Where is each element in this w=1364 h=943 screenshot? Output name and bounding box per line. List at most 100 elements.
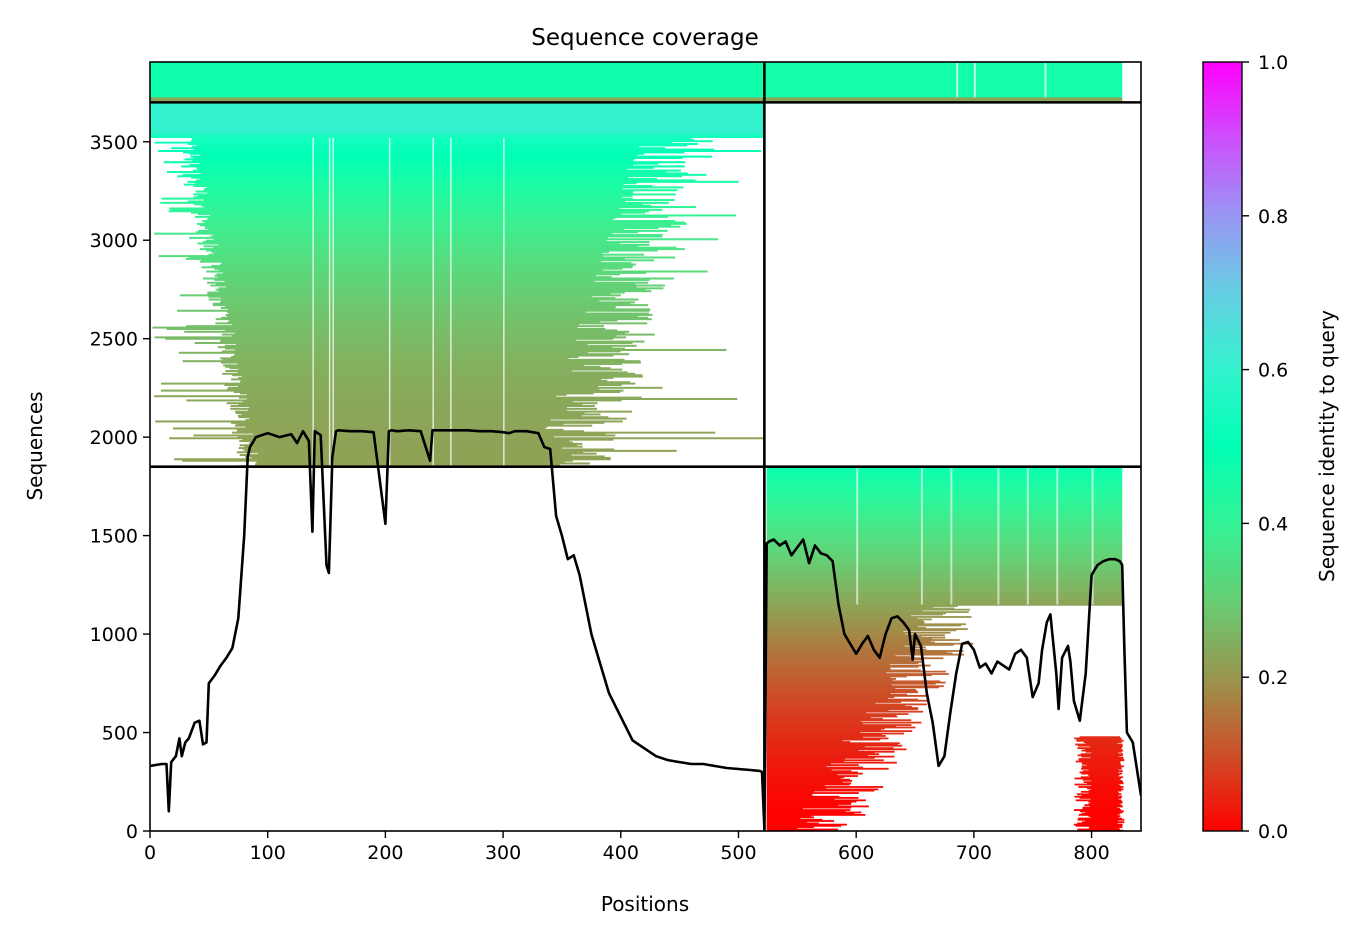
msa-row (766, 579, 1123, 582)
msa-row (766, 801, 852, 804)
msa-row (766, 618, 932, 621)
msa-row (207, 192, 633, 195)
msa-band-low (150, 97, 1123, 103)
msa-row (766, 673, 949, 675)
gap-column (1091, 466, 1094, 605)
msa-row (766, 528, 1123, 531)
msa-row (1073, 823, 1123, 826)
msa-row (197, 213, 622, 216)
msa-band-high (150, 102, 765, 134)
msa-row (1087, 782, 1124, 785)
msa-row (766, 681, 946, 684)
msa-row (1081, 761, 1121, 764)
msa-row (766, 626, 927, 629)
msa-row (1082, 821, 1125, 824)
msa-row (226, 402, 598, 405)
msa-row (232, 431, 716, 434)
msa-row (766, 800, 857, 803)
msa-row (766, 770, 852, 773)
msa-row (225, 313, 653, 316)
msa-row (229, 319, 618, 322)
msa-row (160, 201, 669, 204)
msa-row (766, 699, 928, 702)
msa-row (203, 199, 675, 202)
msa-row (766, 555, 1123, 558)
msa-row (220, 340, 645, 343)
msa-row (187, 143, 698, 146)
coverage-line (150, 429, 1141, 831)
msa-row (193, 169, 681, 172)
msa-row (231, 378, 602, 381)
msa-row (186, 399, 622, 402)
msa-row (152, 326, 578, 329)
msa-row (245, 449, 677, 452)
gap-column (328, 137, 331, 467)
msa-row (766, 543, 1123, 546)
colorbar-tick-label: 0.8 (1258, 206, 1288, 228)
msa-row (766, 524, 1123, 527)
msa-row (1076, 739, 1124, 742)
msa-row (766, 557, 1123, 560)
msa-row (192, 159, 633, 162)
msa-row (242, 400, 573, 403)
msa-row (214, 278, 650, 281)
msa-row (220, 263, 636, 266)
msa-row (208, 295, 592, 298)
msa-row (1074, 783, 1120, 786)
msa-row (766, 818, 823, 821)
msa-row (766, 733, 882, 736)
msa-row (1091, 752, 1118, 754)
msa-row (238, 368, 623, 371)
msa-row (766, 696, 895, 699)
msa-row (191, 176, 629, 179)
msa-row (211, 264, 633, 267)
msa-row (766, 685, 944, 688)
msa-row (215, 283, 636, 286)
msa-row (227, 308, 651, 311)
msa-row (158, 150, 762, 153)
msa-row (247, 409, 568, 412)
x-tick-label: 600 (838, 842, 874, 864)
msa-row (766, 562, 1123, 565)
msa-row (1080, 753, 1124, 756)
msa-row (215, 322, 648, 325)
msa-row (1082, 770, 1123, 773)
msa-row (766, 470, 1123, 473)
msa-row (766, 748, 907, 751)
msa-row (220, 306, 616, 309)
msa-row (766, 569, 1123, 572)
msa-row (766, 628, 968, 631)
msa-row (158, 255, 604, 258)
msa-row (766, 705, 913, 708)
msa-row (766, 594, 1123, 597)
msa-row (766, 710, 924, 713)
msa-row (1088, 827, 1119, 830)
msa-row (766, 795, 840, 798)
msa-row (766, 503, 1123, 505)
msa-row (1079, 771, 1119, 774)
msa-row (766, 694, 928, 697)
msa-row (1086, 787, 1122, 790)
msa-row (766, 493, 1123, 496)
msa-row (1091, 784, 1121, 787)
msa-row (766, 567, 1123, 570)
msa-row (214, 274, 596, 277)
y-tick-label: 1000 (90, 624, 138, 646)
msa-row (766, 624, 962, 627)
msa-row (766, 657, 944, 660)
gap-column (432, 137, 434, 467)
msa-row (196, 144, 688, 147)
msa-row (766, 609, 923, 612)
msa-row (766, 481, 1123, 484)
msa-row (213, 252, 603, 255)
msa-row (218, 287, 664, 290)
msa-row (171, 147, 666, 150)
msa-row (160, 389, 624, 392)
msa-row (1090, 801, 1123, 804)
msa-row (766, 786, 884, 788)
msa-row (208, 217, 616, 220)
msa-row (766, 486, 1123, 488)
y-axis: 0 500 1000 1500 2000 2500 3000 3500 (90, 132, 150, 843)
msa-row (766, 721, 922, 724)
msa-row (1090, 798, 1119, 801)
